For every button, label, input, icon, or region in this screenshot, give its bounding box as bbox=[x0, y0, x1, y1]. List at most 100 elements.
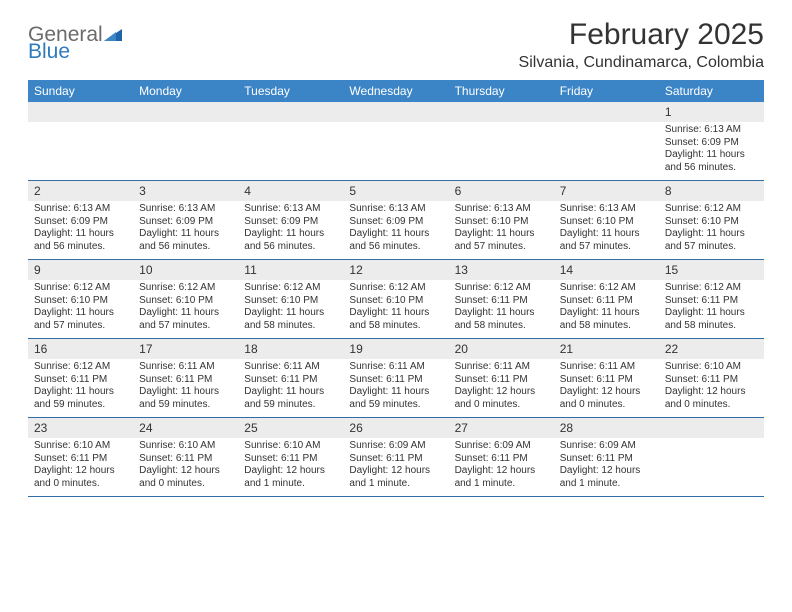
day-cell: Sunrise: 6:13 AMSunset: 6:09 PMDaylight:… bbox=[133, 201, 238, 259]
day-cell: Sunrise: 6:12 AMSunset: 6:10 PMDaylight:… bbox=[133, 280, 238, 338]
logo-triangle-icon bbox=[104, 24, 122, 45]
day-cell bbox=[449, 122, 554, 180]
day-detail-line: and 57 minutes. bbox=[34, 320, 127, 333]
day-cell bbox=[554, 122, 659, 180]
day-detail-line: Sunset: 6:10 PM bbox=[665, 216, 758, 229]
day-detail-line: Daylight: 11 hours bbox=[139, 386, 232, 399]
day-detail-line: Sunset: 6:10 PM bbox=[455, 216, 548, 229]
day-number bbox=[238, 102, 343, 122]
day-cell: Sunrise: 6:12 AMSunset: 6:10 PMDaylight:… bbox=[343, 280, 448, 338]
day-cell: Sunrise: 6:12 AMSunset: 6:10 PMDaylight:… bbox=[238, 280, 343, 338]
calendar-page: General Blue February 2025 Silvania, Cun… bbox=[0, 0, 792, 507]
day-number: 6 bbox=[449, 181, 554, 201]
day-detail-line: Daylight: 11 hours bbox=[455, 228, 548, 241]
day-detail-line: Sunset: 6:10 PM bbox=[139, 295, 232, 308]
day-detail-line: and 58 minutes. bbox=[560, 320, 653, 333]
day-detail-line: and 58 minutes. bbox=[665, 320, 758, 333]
header: General Blue February 2025 Silvania, Cun… bbox=[28, 18, 764, 72]
day-cell: Sunrise: 6:13 AMSunset: 6:10 PMDaylight:… bbox=[449, 201, 554, 259]
day-detail-line: Sunset: 6:11 PM bbox=[34, 374, 127, 387]
daynum-row: 2345678 bbox=[28, 181, 764, 201]
day-detail-line: Daylight: 11 hours bbox=[244, 228, 337, 241]
day-detail-line: Sunrise: 6:13 AM bbox=[139, 203, 232, 216]
day-cell: Sunrise: 6:10 AMSunset: 6:11 PMDaylight:… bbox=[238, 438, 343, 496]
daynum-row: 232425262728 bbox=[28, 418, 764, 438]
day-detail-line: Daylight: 11 hours bbox=[349, 228, 442, 241]
day-detail-line: Daylight: 11 hours bbox=[665, 307, 758, 320]
day-detail-line: Sunrise: 6:12 AM bbox=[665, 282, 758, 295]
day-detail-line: Sunset: 6:11 PM bbox=[34, 453, 127, 466]
day-detail-line: Sunset: 6:09 PM bbox=[34, 216, 127, 229]
day-detail-line: Sunset: 6:11 PM bbox=[139, 374, 232, 387]
daynum-row: 16171819202122 bbox=[28, 339, 764, 359]
day-detail-line: Sunset: 6:11 PM bbox=[139, 453, 232, 466]
day-detail-line: Sunset: 6:11 PM bbox=[349, 453, 442, 466]
day-detail-line: and 59 minutes. bbox=[34, 399, 127, 412]
dow-tuesday: Tuesday bbox=[238, 80, 343, 102]
dow-sunday: Sunday bbox=[28, 80, 133, 102]
day-detail-line: Sunrise: 6:13 AM bbox=[665, 124, 758, 137]
day-detail-line: Daylight: 12 hours bbox=[139, 465, 232, 478]
day-number: 14 bbox=[554, 260, 659, 280]
day-number bbox=[449, 102, 554, 122]
day-detail-line: and 58 minutes. bbox=[455, 320, 548, 333]
day-detail-line: Sunrise: 6:11 AM bbox=[349, 361, 442, 374]
dow-saturday: Saturday bbox=[659, 80, 764, 102]
day-detail-line: Sunrise: 6:13 AM bbox=[349, 203, 442, 216]
day-detail-line: Daylight: 11 hours bbox=[560, 307, 653, 320]
day-detail-line: Sunrise: 6:11 AM bbox=[560, 361, 653, 374]
day-number: 5 bbox=[343, 181, 448, 201]
day-cell: Sunrise: 6:12 AMSunset: 6:10 PMDaylight:… bbox=[28, 280, 133, 338]
day-number: 13 bbox=[449, 260, 554, 280]
day-detail-line: Daylight: 12 hours bbox=[455, 386, 548, 399]
day-detail-line: Daylight: 12 hours bbox=[34, 465, 127, 478]
dow-monday: Monday bbox=[133, 80, 238, 102]
day-detail-line: and 0 minutes. bbox=[34, 478, 127, 491]
daynum-row: 9101112131415 bbox=[28, 260, 764, 280]
day-detail-line: and 56 minutes. bbox=[244, 241, 337, 254]
day-cell: Sunrise: 6:10 AMSunset: 6:11 PMDaylight:… bbox=[659, 359, 764, 417]
day-detail-line: Daylight: 11 hours bbox=[349, 307, 442, 320]
day-cell: Sunrise: 6:11 AMSunset: 6:11 PMDaylight:… bbox=[343, 359, 448, 417]
day-detail-line: Sunrise: 6:13 AM bbox=[34, 203, 127, 216]
day-detail-line: Daylight: 11 hours bbox=[349, 386, 442, 399]
day-number: 21 bbox=[554, 339, 659, 359]
day-detail-line: and 58 minutes. bbox=[349, 320, 442, 333]
day-number bbox=[659, 418, 764, 438]
day-detail-line: Sunset: 6:11 PM bbox=[560, 374, 653, 387]
day-cell: Sunrise: 6:12 AMSunset: 6:11 PMDaylight:… bbox=[28, 359, 133, 417]
day-detail-line: Daylight: 11 hours bbox=[665, 228, 758, 241]
day-detail-line: and 56 minutes. bbox=[34, 241, 127, 254]
day-number: 8 bbox=[659, 181, 764, 201]
day-detail-line: Sunrise: 6:09 AM bbox=[349, 440, 442, 453]
calendar-header-row: Sunday Monday Tuesday Wednesday Thursday… bbox=[28, 80, 764, 102]
day-detail-line: Daylight: 12 hours bbox=[560, 386, 653, 399]
day-detail-line: Sunrise: 6:12 AM bbox=[349, 282, 442, 295]
day-detail-line: Sunrise: 6:11 AM bbox=[139, 361, 232, 374]
day-detail-line: Sunset: 6:09 PM bbox=[244, 216, 337, 229]
dow-wednesday: Wednesday bbox=[343, 80, 448, 102]
day-cell: Sunrise: 6:13 AMSunset: 6:09 PMDaylight:… bbox=[28, 201, 133, 259]
day-number: 3 bbox=[133, 181, 238, 201]
day-detail-line: Sunset: 6:11 PM bbox=[560, 295, 653, 308]
day-cell: Sunrise: 6:13 AMSunset: 6:10 PMDaylight:… bbox=[554, 201, 659, 259]
day-cell: Sunrise: 6:10 AMSunset: 6:11 PMDaylight:… bbox=[28, 438, 133, 496]
day-number: 20 bbox=[449, 339, 554, 359]
calendar-week: 1Sunrise: 6:13 AMSunset: 6:09 PMDaylight… bbox=[28, 102, 764, 181]
month-title: February 2025 bbox=[519, 18, 764, 52]
day-number: 9 bbox=[28, 260, 133, 280]
day-detail-line: and 59 minutes. bbox=[244, 399, 337, 412]
day-detail-line: Daylight: 11 hours bbox=[665, 149, 758, 162]
day-detail-line: and 0 minutes. bbox=[560, 399, 653, 412]
day-cell: Sunrise: 6:12 AMSunset: 6:10 PMDaylight:… bbox=[659, 201, 764, 259]
day-detail-line: and 0 minutes. bbox=[665, 399, 758, 412]
logo-text-block: General Blue bbox=[28, 24, 122, 62]
day-detail-line: and 0 minutes. bbox=[139, 478, 232, 491]
day-detail-line: Sunset: 6:11 PM bbox=[349, 374, 442, 387]
day-detail-line: Sunrise: 6:13 AM bbox=[455, 203, 548, 216]
day-detail-line: Sunrise: 6:11 AM bbox=[455, 361, 548, 374]
day-cell: Sunrise: 6:10 AMSunset: 6:11 PMDaylight:… bbox=[133, 438, 238, 496]
day-detail-line: and 59 minutes. bbox=[139, 399, 232, 412]
day-detail-line: Daylight: 11 hours bbox=[139, 228, 232, 241]
day-detail-line: Sunrise: 6:10 AM bbox=[244, 440, 337, 453]
